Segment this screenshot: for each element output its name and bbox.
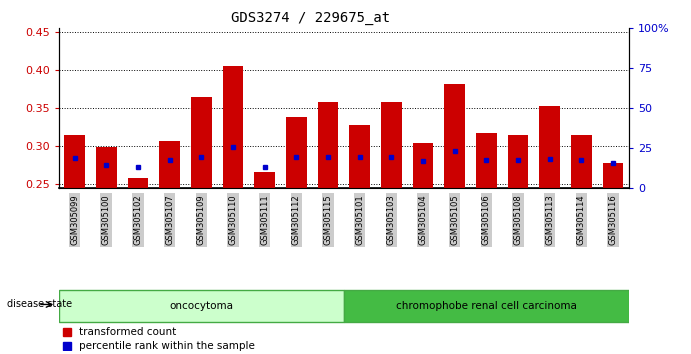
Text: GSM305113: GSM305113 [545,195,554,245]
Text: oncocytoma: oncocytoma [169,301,234,311]
Text: percentile rank within the sample: percentile rank within the sample [79,341,256,350]
Text: GSM305102: GSM305102 [133,195,142,245]
Text: GSM305103: GSM305103 [387,195,396,245]
Text: GDS3274 / 229675_at: GDS3274 / 229675_at [231,11,390,25]
Text: GSM305106: GSM305106 [482,195,491,245]
Bar [254,172,275,188]
Text: GSM305111: GSM305111 [260,195,269,245]
Text: GSM305105: GSM305105 [450,195,459,245]
Bar [64,135,85,188]
Text: GSM305107: GSM305107 [165,195,174,245]
Bar [96,147,117,188]
Text: GSM305116: GSM305116 [609,195,618,245]
Bar [286,117,307,188]
FancyBboxPatch shape [344,290,629,322]
Text: GSM305100: GSM305100 [102,195,111,245]
Text: chromophobe renal cell carcinoma: chromophobe renal cell carcinoma [396,301,577,311]
Text: GSM305114: GSM305114 [577,195,586,245]
Text: GSM305112: GSM305112 [292,195,301,245]
Text: GSM305101: GSM305101 [355,195,364,245]
Bar [508,135,528,188]
Text: GSM305104: GSM305104 [419,195,428,245]
Bar [381,102,401,188]
Text: GSM305109: GSM305109 [197,195,206,245]
Bar [413,143,433,188]
Bar [571,135,591,188]
Text: GSM305108: GSM305108 [513,195,522,245]
Bar [318,102,338,188]
Text: GSM305115: GSM305115 [323,195,332,245]
Bar [476,133,497,188]
Text: GSM305110: GSM305110 [229,195,238,245]
Bar [160,141,180,188]
Text: disease state: disease state [7,299,72,309]
Text: transformed count: transformed count [79,327,177,337]
Bar [350,125,370,188]
Bar [128,178,148,188]
Text: GSM305099: GSM305099 [70,195,79,245]
Bar [444,84,465,188]
Bar [191,97,211,188]
Bar [223,66,243,188]
FancyBboxPatch shape [59,290,344,322]
Bar [540,107,560,188]
Bar [603,162,623,188]
